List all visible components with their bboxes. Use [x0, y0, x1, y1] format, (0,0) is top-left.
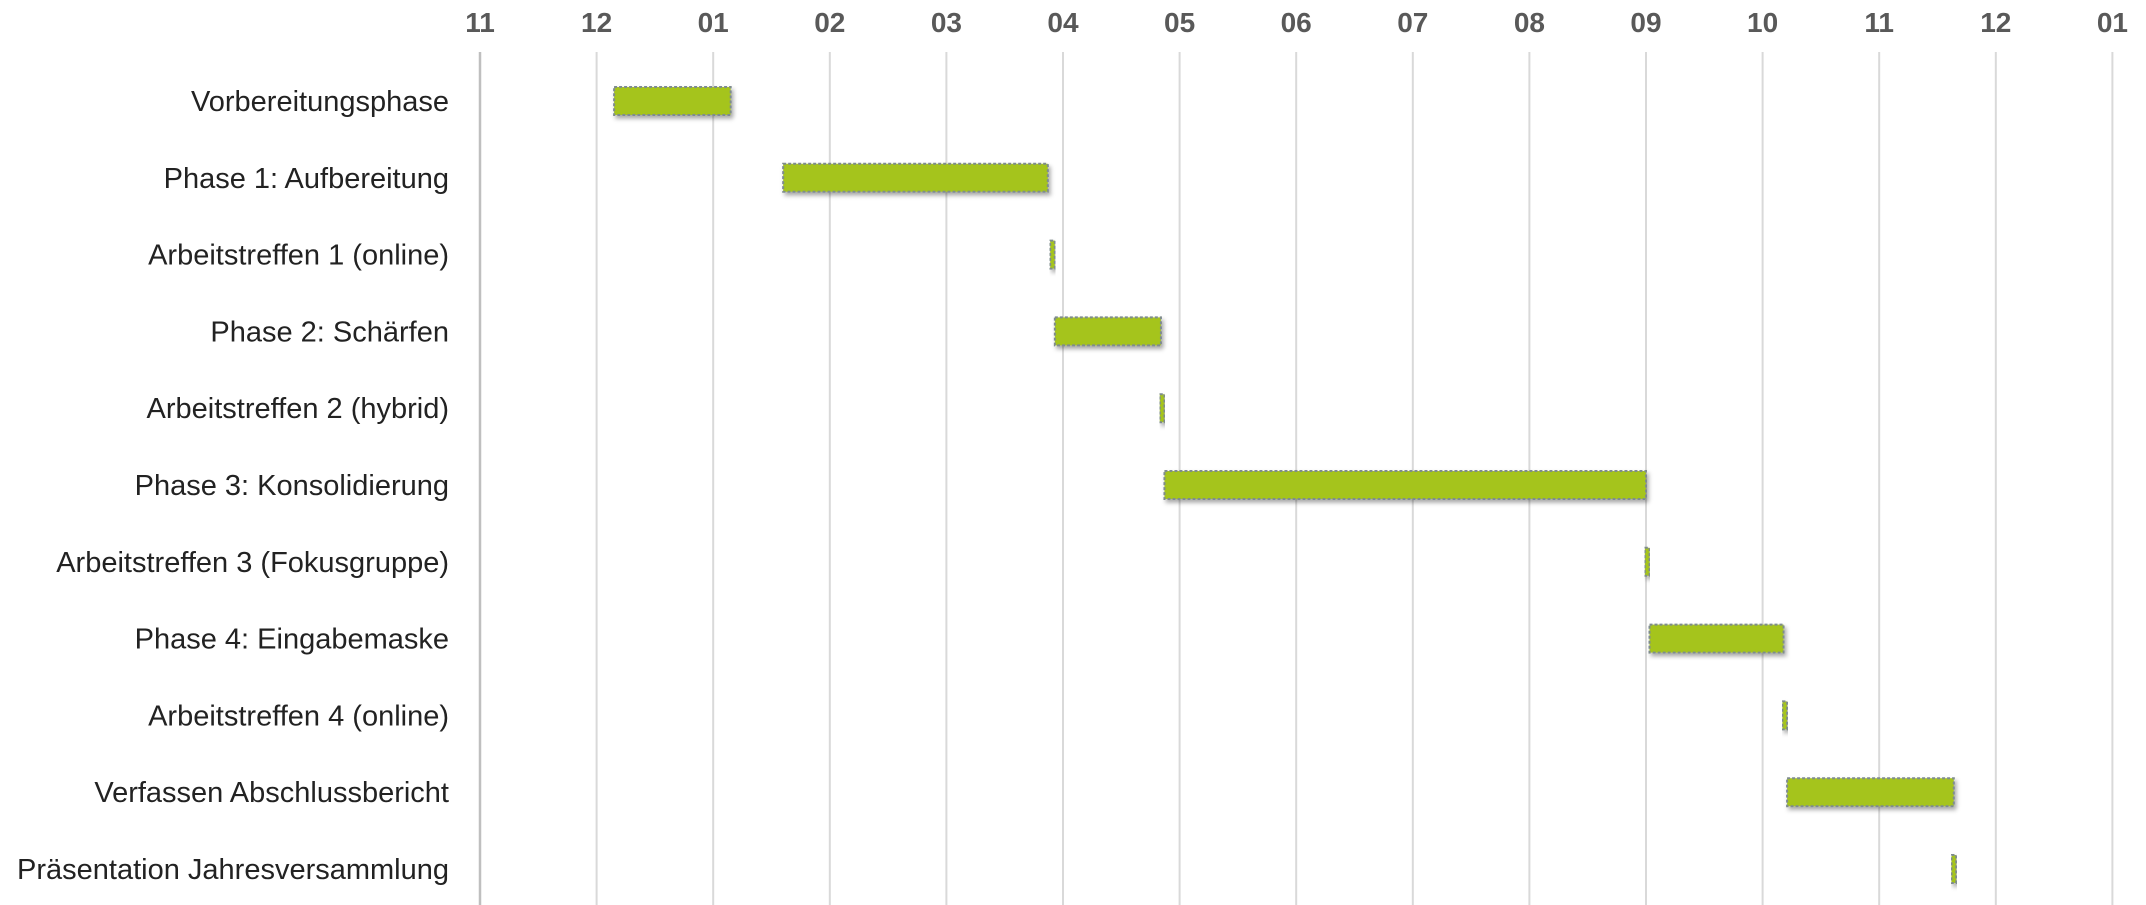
task-label: Vorbereitungsphase [191, 86, 449, 118]
task-label: Verfassen Abschlussbericht [94, 777, 449, 809]
x-tick-label: 07 [1397, 7, 1428, 38]
x-tick-label: 06 [1281, 7, 1312, 38]
task-label: Arbeitstreffen 1 (online) [148, 240, 449, 272]
task-bars [613, 86, 1958, 884]
task-label: Arbeitstreffen 2 (hybrid) [147, 393, 450, 425]
task-bar [1163, 470, 1648, 500]
gridlines [478, 52, 2114, 905]
task-label: Arbeitstreffen 4 (online) [148, 700, 449, 732]
task-label: Präsentation Jahresversammlung [17, 854, 449, 886]
task-label: Phase 4: Eingabemaske [135, 624, 449, 656]
task-label: Phase 2: Schärfen [210, 316, 449, 348]
task-label: Arbeitstreffen 3 (Fokusgruppe) [56, 547, 449, 579]
x-tick-label: 11 [1864, 7, 1894, 38]
task-label: Phase 1: Aufbereitung [164, 163, 449, 195]
task-bar [1053, 316, 1162, 347]
task-label: Phase 3: Konsolidierung [135, 470, 449, 502]
x-tick-label: 12 [581, 7, 612, 38]
x-tick-label: 11 [465, 7, 495, 38]
x-axis-tick-labels: 11 12 01 02 03 04 05 06 07 08 09 10 11 12 01 [465, 7, 2128, 38]
x-tick-label: 10 [1747, 7, 1778, 38]
task-labels: Vorbereitungsphase Phase 1: Aufbereitung A… [17, 86, 449, 886]
task-bar [613, 86, 732, 116]
task-bar [1950, 854, 1958, 884]
x-tick-label: 01 [2097, 7, 2128, 38]
task-bar [1049, 239, 1056, 270]
x-tick-label: 04 [1047, 7, 1079, 38]
x-tick-label: 12 [1980, 7, 2011, 38]
x-tick-label: 02 [814, 7, 845, 38]
x-tick-label: 01 [698, 7, 729, 38]
x-tick-label: 09 [1630, 7, 1661, 38]
task-bar [1786, 777, 1955, 808]
x-tick-label: 08 [1514, 7, 1545, 38]
task-bar [782, 162, 1049, 193]
x-tick-label: 05 [1164, 7, 1195, 38]
task-bar [1643, 546, 1651, 577]
task-bar [1648, 623, 1785, 654]
x-tick-label: 03 [931, 7, 962, 38]
task-bar [1781, 700, 1789, 731]
task-bar [1158, 393, 1166, 424]
